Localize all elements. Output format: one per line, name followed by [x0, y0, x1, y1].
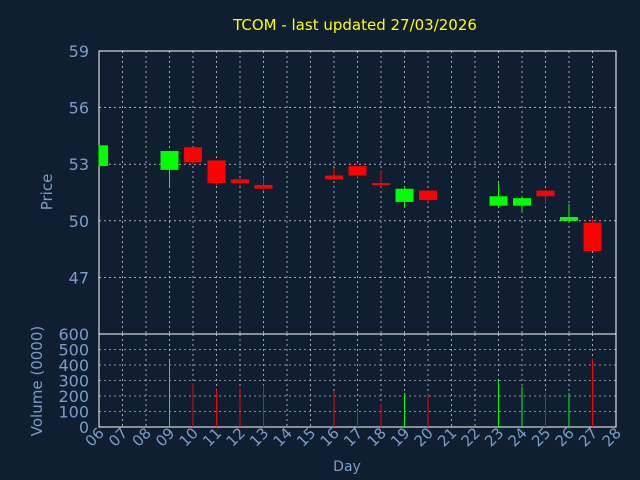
candle-body — [184, 147, 202, 163]
candle-body — [254, 184, 273, 189]
candle-12 — [231, 179, 249, 185]
candle-body — [536, 190, 555, 197]
candle-body — [325, 175, 343, 180]
candle-body — [348, 166, 367, 176]
candle-20 — [419, 190, 437, 202]
candle-10 — [184, 147, 202, 165]
x-tick-label: 22 — [458, 424, 484, 450]
candle-body — [560, 217, 578, 221]
candle-16 — [325, 167, 343, 180]
price-axis-label: Price — [38, 174, 56, 211]
price-y-tick-label: 53 — [69, 155, 89, 174]
candle-body — [583, 222, 602, 251]
candle-11 — [207, 160, 226, 185]
x-tick-label: 12 — [223, 424, 249, 450]
price-panel: 47 50 53 56 59 Price — [38, 42, 617, 335]
x-tick-label: 26 — [552, 424, 578, 450]
x-tick-label: 07 — [105, 424, 131, 450]
candle-19 — [395, 186, 414, 208]
x-tick-label: 20 — [411, 424, 437, 450]
x-tick-label: 24 — [505, 424, 531, 450]
volume-axis-label: Volume (0000) — [28, 326, 46, 436]
candle-24 — [513, 198, 531, 212]
candle-body — [419, 190, 437, 201]
candle-body — [395, 188, 414, 202]
candle-body — [489, 196, 508, 206]
volume-y-tick-label: 600 — [58, 325, 89, 344]
x-tick-label: 11 — [199, 424, 225, 450]
price-y-tick-label: 59 — [69, 42, 89, 61]
candle-09 — [160, 150, 179, 187]
x-tick-label: 23 — [481, 424, 507, 450]
volume-y-tick-label: 100 — [58, 403, 89, 422]
candle-body — [207, 160, 226, 184]
x-tick-labels: 0607080910111213141516171819202122232425… — [82, 424, 625, 450]
x-tick-label: 18 — [364, 424, 390, 450]
candle-body — [99, 145, 108, 167]
x-tick-label: 27 — [575, 424, 601, 450]
candle-13 — [254, 177, 273, 191]
x-tick-label: 17 — [340, 424, 366, 450]
candle-body — [513, 198, 531, 206]
volume-y-tick-label: 300 — [58, 372, 89, 391]
x-tick-label: 14 — [270, 424, 296, 450]
chart-title: TCOM - last updated 27/03/2026 — [232, 16, 477, 34]
x-tick-label: 21 — [434, 424, 460, 450]
candle-body — [160, 150, 179, 170]
volume-y-tick-label: 500 — [58, 341, 89, 360]
x-tick-label: 19 — [387, 424, 413, 450]
price-y-tick-label: 50 — [69, 212, 89, 231]
x-tick-label: 10 — [176, 424, 202, 450]
candle-18 — [372, 171, 390, 187]
price-y-tick-label: 47 — [69, 268, 89, 287]
candle-body — [231, 179, 249, 184]
x-tick-label: 28 — [599, 424, 625, 450]
x-tick-label: 13 — [246, 424, 272, 450]
candle-27 — [583, 218, 602, 251]
candle-17 — [348, 166, 367, 178]
x-tick-label: 16 — [317, 424, 343, 450]
candle-26 — [560, 203, 578, 221]
x-tick-label: 15 — [293, 424, 319, 450]
price-y-tick-labels: 47 50 53 56 59 — [69, 42, 89, 287]
volume-y-tick-label: 400 — [58, 356, 89, 375]
candle-body — [372, 183, 390, 186]
candle-25 — [536, 190, 555, 204]
candle-23 — [489, 183, 508, 208]
candle-06 — [98, 145, 108, 167]
candles — [98, 145, 602, 251]
volume-y-tick-label: 0 — [79, 418, 89, 437]
price-y-tick-label: 56 — [69, 99, 89, 118]
volume-bars — [169, 358, 593, 427]
volume-y-tick-label: 200 — [58, 387, 89, 406]
x-tick-label: 25 — [528, 424, 554, 450]
x-tick-label: 08 — [129, 424, 155, 450]
x-tick-label: 09 — [152, 424, 178, 450]
x-axis-label: Day — [333, 459, 361, 475]
